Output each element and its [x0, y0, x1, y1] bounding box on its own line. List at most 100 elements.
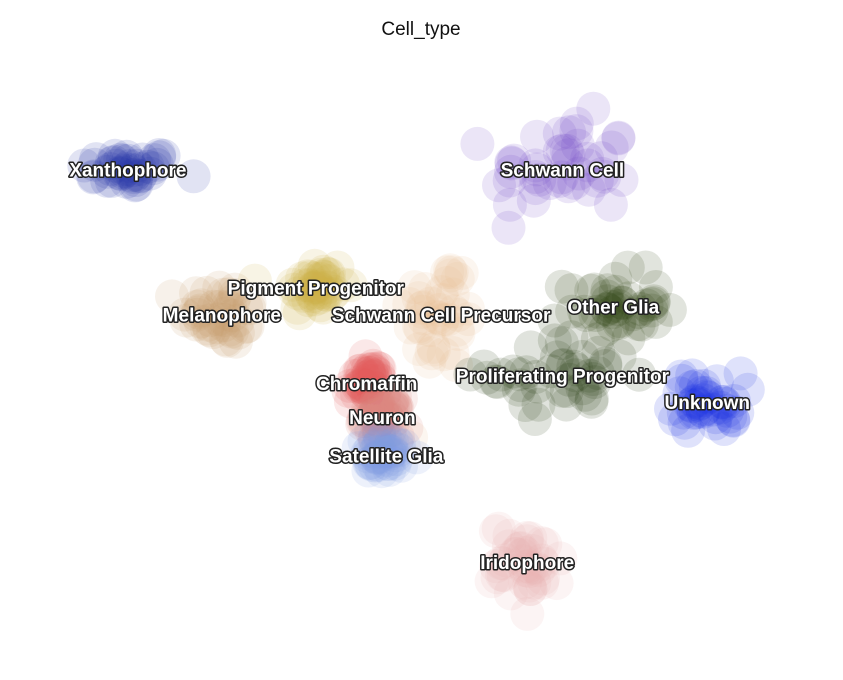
point: [515, 534, 550, 568]
point: [491, 210, 526, 245]
point: [210, 289, 245, 324]
point: [549, 387, 584, 422]
point: [704, 384, 739, 419]
point: [521, 387, 556, 422]
points-layer: [67, 91, 765, 631]
point: [107, 154, 142, 188]
point: [298, 270, 333, 305]
point: [522, 162, 557, 197]
point: [308, 275, 343, 310]
point: [544, 160, 579, 195]
point: [358, 448, 393, 483]
point: [412, 344, 447, 379]
point: [479, 364, 513, 399]
point: [546, 348, 581, 382]
point: [551, 138, 586, 173]
point: [362, 418, 397, 453]
point: [342, 365, 377, 400]
point: [636, 286, 671, 321]
point: [558, 358, 593, 393]
point: [373, 428, 408, 463]
point: [588, 346, 623, 381]
point: [392, 287, 427, 321]
point: [389, 410, 424, 445]
point: [406, 290, 441, 324]
point: [675, 358, 710, 393]
point: [422, 293, 457, 327]
point: [636, 284, 671, 319]
point: [419, 299, 453, 334]
point: [509, 355, 544, 390]
point: [155, 279, 189, 314]
point: [361, 416, 396, 451]
point: [585, 156, 620, 191]
point: [119, 148, 154, 183]
point: [232, 291, 267, 326]
cluster-label: Unknown: [665, 393, 751, 414]
point: [383, 381, 418, 416]
point: [638, 304, 673, 339]
point: [483, 357, 518, 392]
point: [580, 294, 615, 329]
point: [355, 398, 390, 433]
point: [343, 353, 378, 388]
cluster-label: Schwann Cell Precursor: [332, 305, 551, 326]
point: [686, 383, 721, 418]
point: [413, 286, 448, 321]
point: [426, 337, 461, 372]
point: [507, 536, 542, 570]
point: [90, 154, 125, 189]
point: [308, 277, 343, 312]
point: [351, 355, 386, 390]
point: [425, 302, 460, 337]
point: [581, 335, 616, 370]
point: [602, 339, 637, 374]
point: [367, 419, 402, 454]
point: [354, 413, 389, 448]
point: [550, 146, 585, 181]
point: [303, 257, 338, 292]
point: [142, 138, 177, 172]
point: [486, 558, 521, 593]
point: [622, 357, 657, 392]
point: [285, 261, 320, 296]
point: [94, 145, 129, 180]
point: [621, 307, 656, 342]
point: [349, 376, 384, 411]
point: [310, 270, 344, 305]
point: [638, 270, 673, 304]
point: [317, 274, 352, 309]
point: [539, 340, 574, 375]
point: [382, 433, 417, 467]
point: [295, 279, 330, 314]
point: [534, 354, 569, 389]
series-other-glia: [537, 250, 687, 357]
point: [716, 403, 751, 438]
point: [332, 368, 367, 403]
point: [682, 386, 717, 421]
point: [382, 428, 417, 462]
point: [375, 383, 410, 418]
point: [363, 363, 398, 398]
point: [684, 375, 719, 410]
point: [662, 376, 697, 411]
point: [232, 286, 267, 321]
point: [370, 401, 405, 436]
point: [306, 254, 341, 289]
point: [350, 376, 385, 411]
point: [417, 332, 451, 367]
point: [604, 162, 639, 197]
point: [677, 385, 712, 420]
point: [695, 392, 730, 427]
point: [360, 403, 395, 438]
series-schwann-cell: [460, 91, 639, 245]
point: [493, 576, 528, 611]
point: [681, 387, 715, 422]
point: [580, 322, 615, 357]
point: [478, 514, 513, 549]
point: [505, 538, 539, 573]
point: [176, 159, 211, 194]
point: [520, 119, 554, 154]
point: [481, 511, 516, 546]
cluster-label: Schwann Cell: [501, 160, 625, 181]
